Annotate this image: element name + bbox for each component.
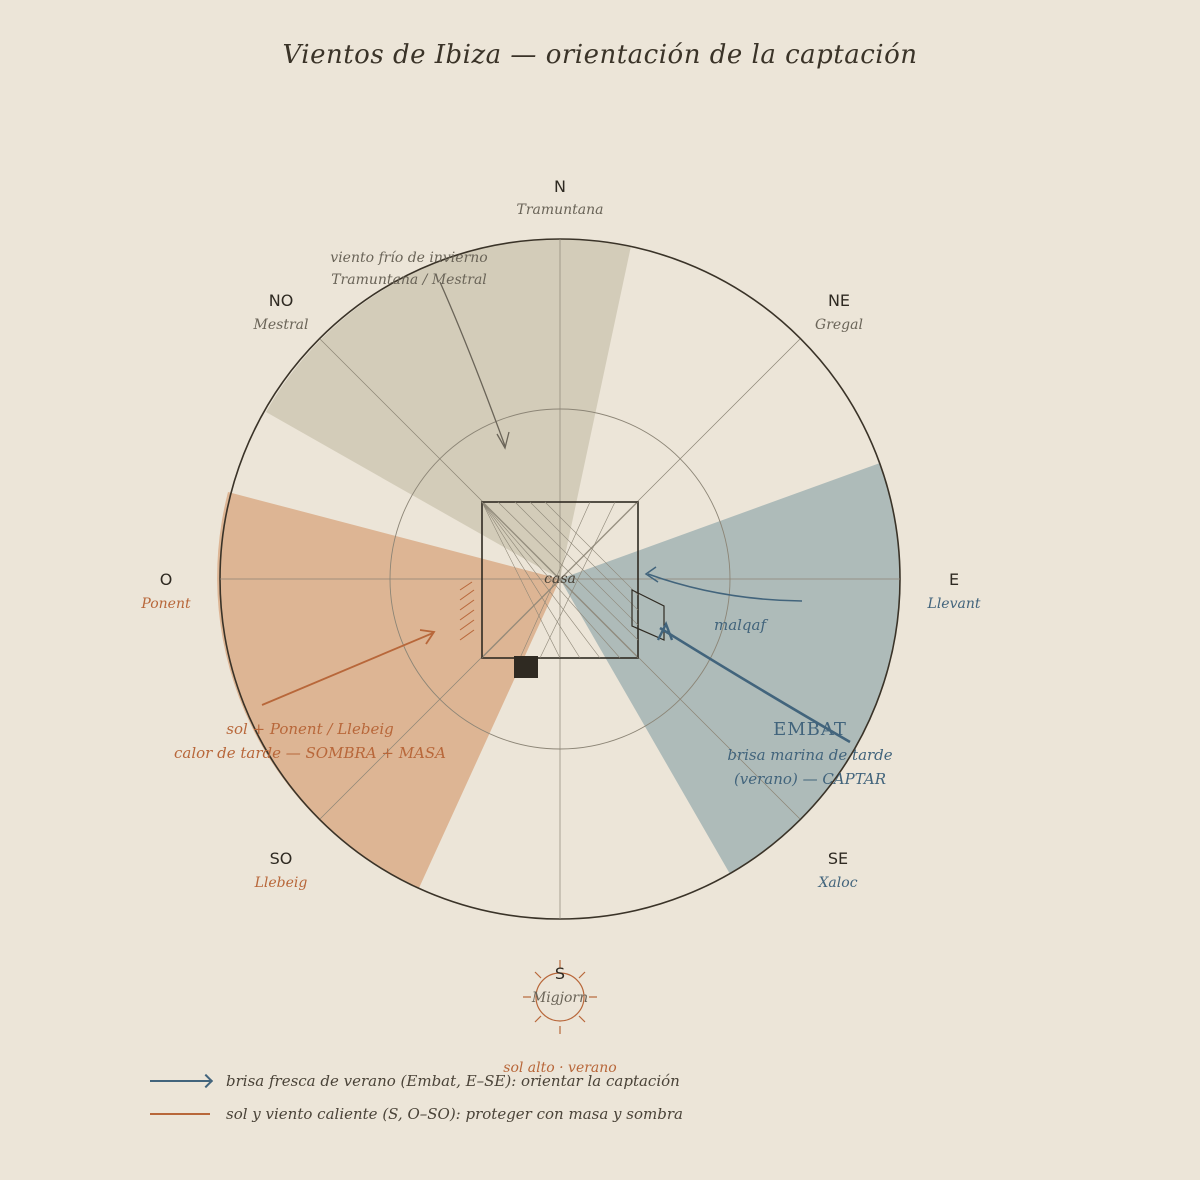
- dir-s: S: [555, 964, 565, 983]
- north-cold-wind-sector: [266, 238, 631, 579]
- house-label: casa: [544, 571, 576, 587]
- diagram-title: Vientos de Ibiza — orientación de la cap…: [282, 40, 918, 70]
- wind-tramuntana: Tramuntana: [516, 202, 603, 218]
- malqaf-tower: [631, 589, 665, 641]
- wind-migjorn: Migjorn: [531, 990, 588, 1006]
- dir-e: E: [949, 570, 959, 589]
- compass-lines: [220, 239, 900, 919]
- wind-xaloc: Xaloc: [817, 875, 857, 891]
- north-note-line2: Tramuntana / Mestral: [331, 272, 487, 288]
- north-note-line1: viento frío de invierno: [330, 250, 487, 266]
- sun-icon: [523, 960, 597, 1034]
- dir-n: N: [554, 177, 566, 196]
- embat-note-line1: brisa marina de tarde: [727, 746, 892, 764]
- malqaf-label: malqaf: [714, 616, 769, 634]
- dir-ne: NE: [828, 291, 850, 310]
- sun-note: sol alto · verano: [503, 1060, 616, 1076]
- west-hot-wind-sector: [217, 492, 560, 888]
- embat-title: EMBAT: [773, 719, 847, 740]
- wind-ponent: Ponent: [140, 596, 191, 612]
- orange-line-icon: [150, 1108, 210, 1120]
- embat-breeze-sector: [560, 463, 901, 874]
- blue-arrow-icon: [150, 1075, 210, 1087]
- dir-so: SO: [270, 849, 293, 868]
- legend-item-sun: sol y viento caliente (S, O–SO): protege…: [150, 1105, 683, 1123]
- legend-item-breeze: brisa fresca de verano (Embat, E–SE): or…: [150, 1072, 680, 1090]
- dir-se: SE: [828, 849, 848, 868]
- west-note-line2: calor de tarde — SOMBRA + MASA: [174, 744, 446, 762]
- wind-mestral: Mestral: [253, 317, 309, 333]
- north-wind-arrow: [439, 281, 510, 450]
- embat-note-line2: (verano) — CAPTAR: [734, 770, 886, 788]
- wind-llevant: Llevant: [927, 596, 981, 612]
- dir-o: O: [160, 570, 173, 589]
- west-sun-arrow: [261, 629, 436, 706]
- legend-text-sun: sol y viento caliente (S, O–SO): protege…: [226, 1105, 683, 1123]
- wind-gregal: Gregal: [815, 317, 863, 333]
- west-note-line1: sol + Ponent / Llebeig: [226, 720, 393, 738]
- house: [459, 501, 665, 678]
- dir-no: NO: [269, 291, 294, 310]
- legend-text-breeze: brisa fresca de verano (Embat, E–SE): or…: [226, 1072, 680, 1090]
- wind-llebeig: Llebeig: [254, 875, 308, 891]
- embat-breeze-arrow: [644, 566, 851, 744]
- thermal-mass-block: [514, 656, 538, 678]
